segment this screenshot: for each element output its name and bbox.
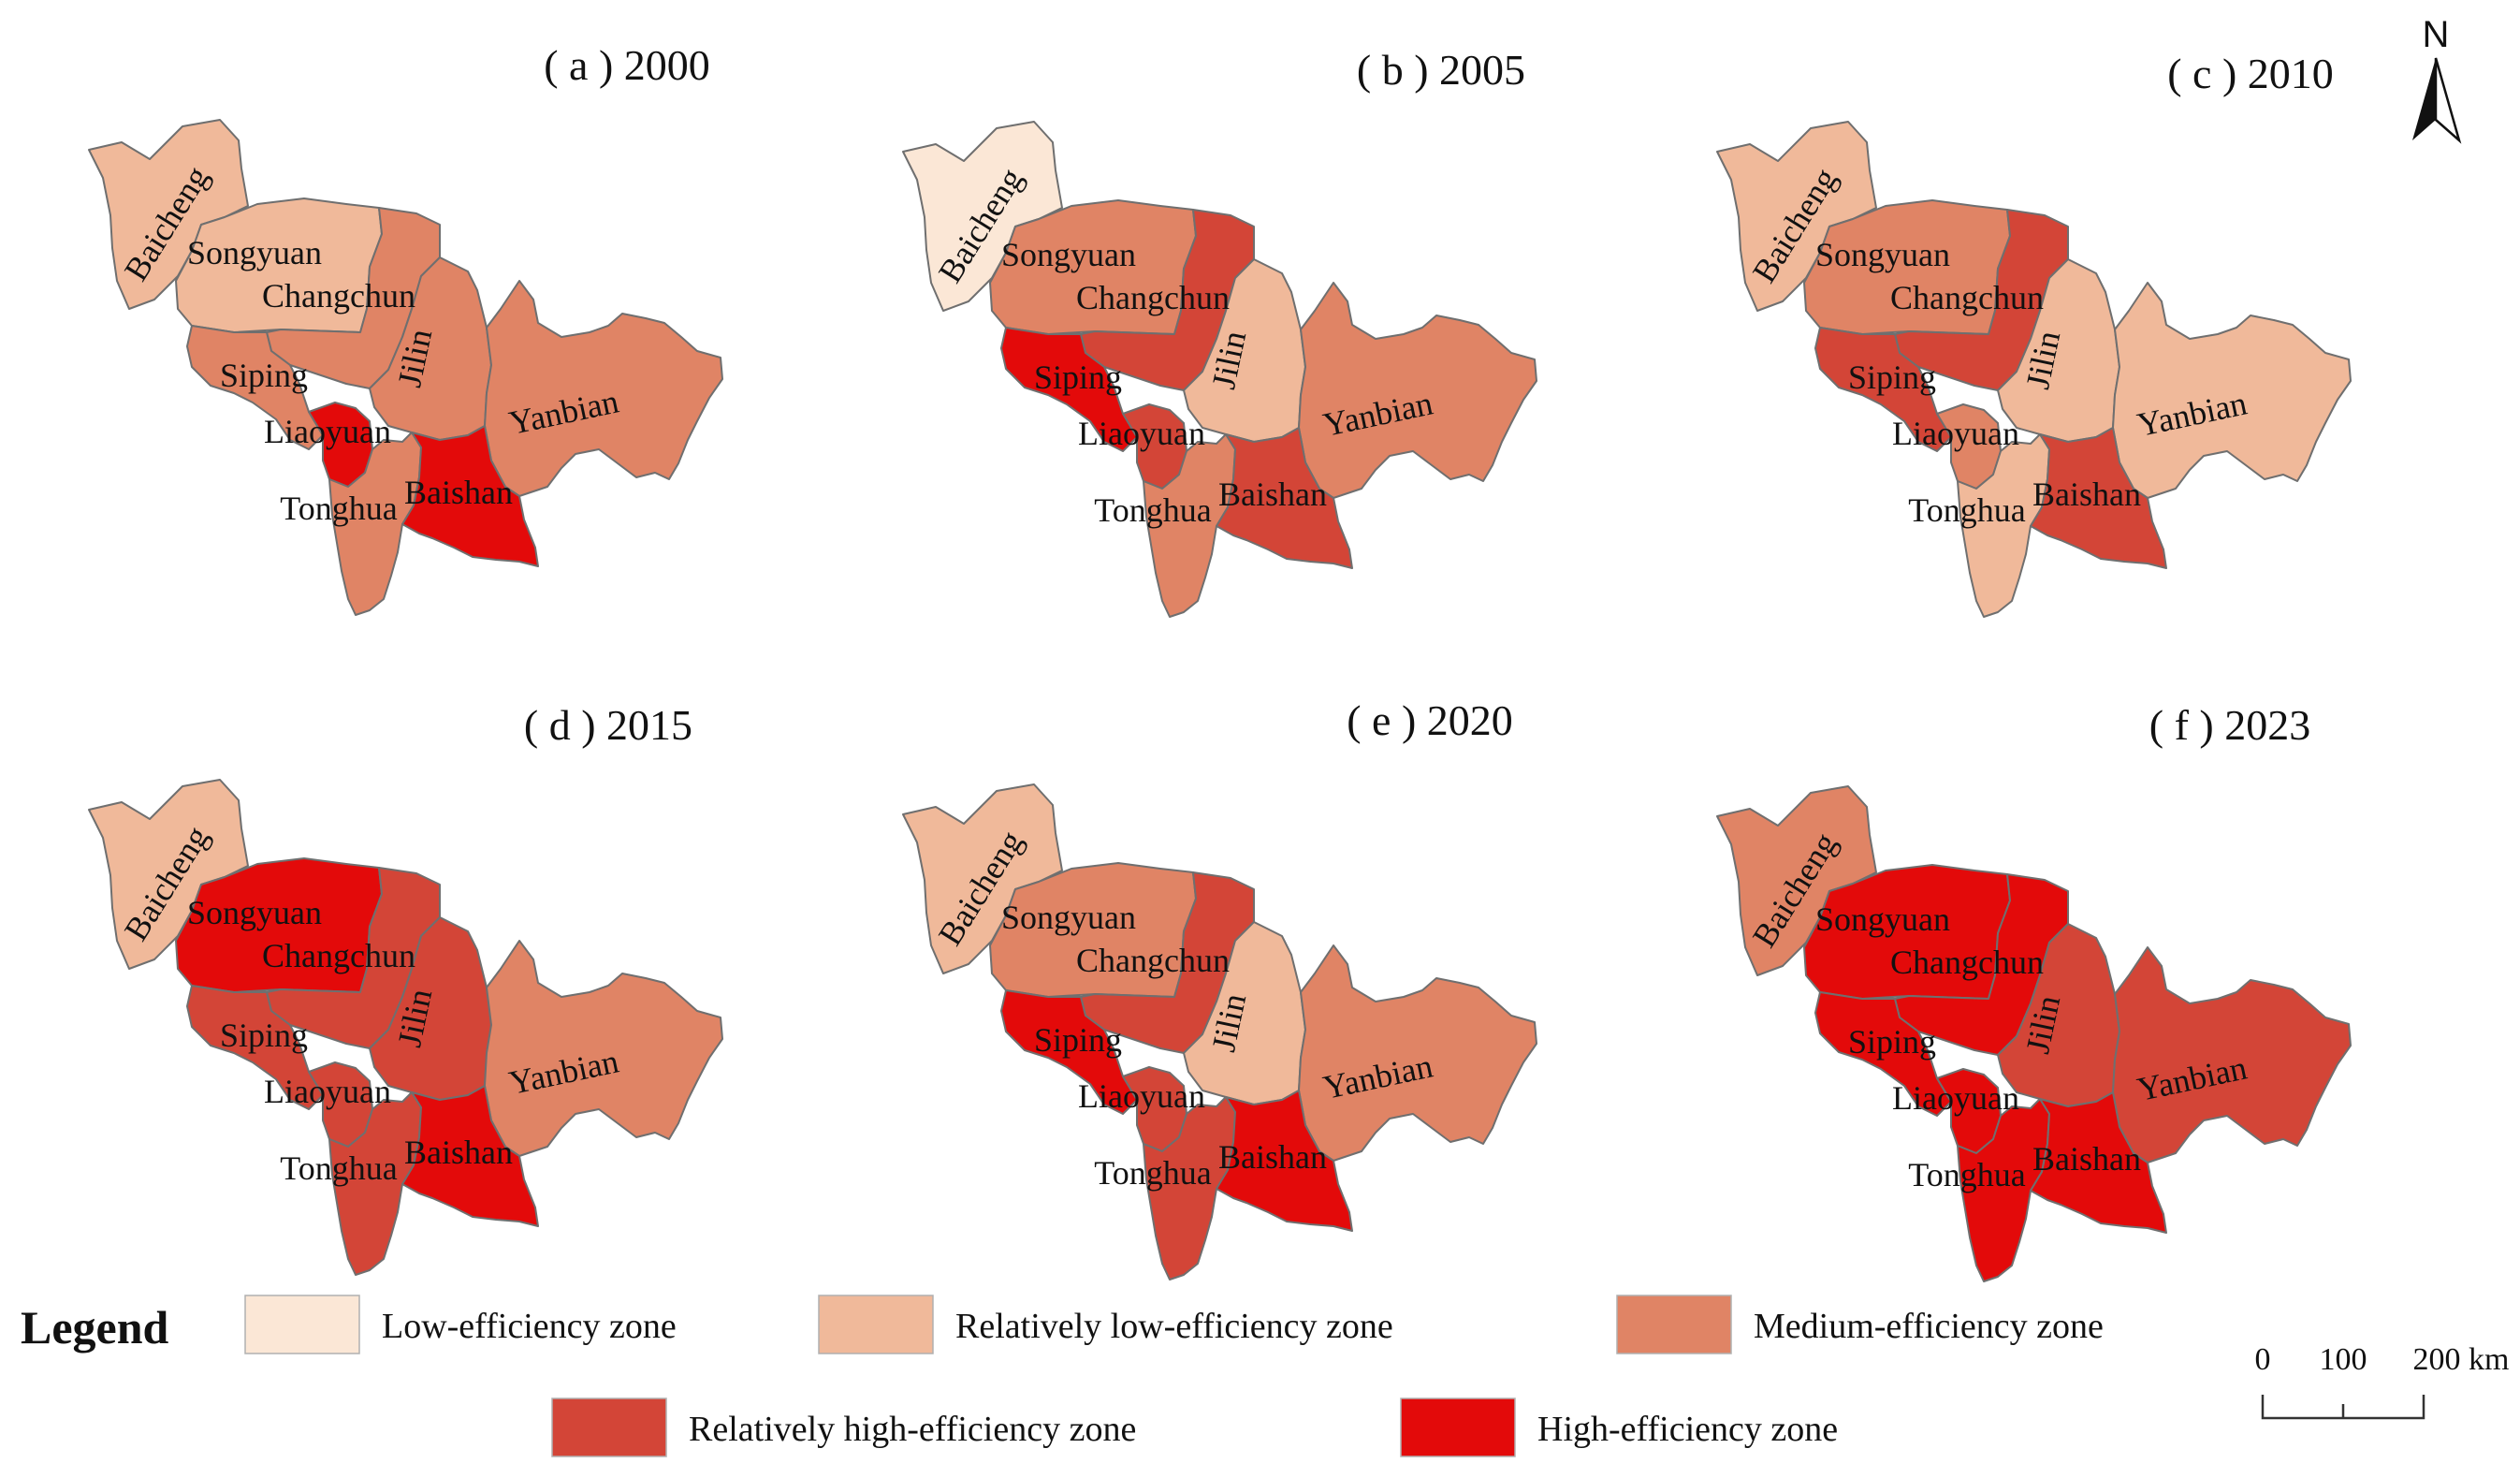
map-panel: BaichengSongyuanChangchunJilinSipingLiao… — [88, 701, 723, 1276]
region-label: Changchun — [262, 277, 415, 315]
scale-label: 100 — [2320, 1342, 2367, 1377]
region-label: Baishan — [1218, 1138, 1327, 1176]
region-yanbian — [484, 940, 723, 1157]
region-label: Baishan — [2032, 1140, 2141, 1178]
region-label: Tonghua — [280, 490, 397, 527]
map-panel: BaichengSongyuanChangchunJilinSipingLiao… — [902, 696, 1537, 1280]
region-baishan — [401, 425, 539, 567]
legend: Legend Low-efficiency zone Relatively low-… — [21, 1295, 2104, 1457]
region-yanbian — [1298, 944, 1537, 1162]
map-panel: BaichengSongyuanChangchunJilinSipingLiao… — [88, 41, 723, 616]
region-yanbian — [1298, 282, 1537, 499]
region-label: Liaoyuan — [264, 1073, 391, 1110]
region-baishan — [1216, 1090, 1353, 1232]
region-label: Siping — [220, 1017, 308, 1054]
legend-swatch — [1616, 1295, 1732, 1354]
region-label: Liaoyuan — [1078, 1077, 1205, 1115]
legend-swatch — [551, 1398, 667, 1457]
region-label: Tonghua — [1908, 491, 2025, 529]
region-baishan — [1216, 427, 1353, 569]
legend-label: Low-efficiency zone — [382, 1307, 677, 1346]
region-baishan — [401, 1085, 539, 1227]
region-label: Baishan — [404, 1134, 513, 1171]
region-label: Songyuan — [1001, 236, 1136, 273]
region-label: Tonghua — [1094, 1154, 1211, 1192]
panel-title: ( e ) 2020 — [1347, 696, 1513, 744]
scale-label: 200 km — [2413, 1342, 2510, 1377]
north-arrow-icon — [2434, 57, 2462, 144]
map-panel: BaichengSongyuanChangchunJilinSipingLiao… — [902, 46, 1537, 618]
region-label: Siping — [1034, 1021, 1122, 1059]
panel-title: ( c ) 2010 — [2167, 50, 2334, 97]
region-siping — [1000, 327, 1138, 452]
region-siping — [1814, 327, 1952, 452]
region-label: Tonghua — [1094, 491, 1211, 529]
region-label: Songyuan — [1815, 236, 1950, 273]
region-label: Songyuan — [1815, 900, 1950, 938]
map-panel: BaichengSongyuanChangchunJilinSipingLiao… — [1716, 701, 2352, 1282]
region-label: Changchun — [1076, 942, 1230, 979]
legend-swatch — [244, 1295, 360, 1354]
region-label: Siping — [220, 357, 308, 394]
legend-label: High-efficiency zone — [1537, 1410, 1838, 1449]
panel-title: ( d ) 2015 — [524, 701, 692, 749]
legend-swatch — [1400, 1398, 1516, 1457]
region-label: Changchun — [1076, 279, 1230, 316]
scale-label: 0 — [2255, 1342, 2271, 1377]
north-arrow-icon — [2412, 58, 2436, 140]
region-label: Changchun — [1890, 944, 2044, 981]
region-label: Tonghua — [280, 1149, 397, 1187]
legend-label: Relatively low-efficiency zone — [955, 1307, 1393, 1346]
region-label: Baishan — [404, 474, 513, 511]
region-label: Changchun — [1890, 279, 2044, 316]
region-label: Baishan — [1218, 476, 1327, 513]
region-yanbian — [2112, 282, 2352, 499]
region-yanbian — [484, 280, 723, 497]
region-siping — [1814, 991, 1952, 1117]
region-label: Songyuan — [1001, 899, 1136, 936]
region-baishan — [2030, 427, 2167, 569]
legend-label: Relatively high-efficiency zone — [689, 1410, 1136, 1449]
region-label: Siping — [1034, 359, 1122, 396]
map-panel: BaichengSongyuanChangchunJilinSipingLiao… — [1716, 50, 2352, 618]
region-siping — [1000, 989, 1138, 1115]
region-label: Songyuan — [187, 234, 322, 271]
region-yanbian — [2112, 946, 2352, 1163]
region-label: Liaoyuan — [1078, 415, 1205, 452]
region-label: Changchun — [262, 937, 415, 974]
region-siping — [186, 985, 324, 1110]
scale-bar-line — [2261, 1395, 2425, 1420]
north-arrow: N — [2412, 14, 2462, 144]
region-siping — [186, 325, 324, 450]
region-label: Baishan — [2032, 476, 2141, 513]
panel-title: ( f ) 2023 — [2149, 701, 2310, 749]
legend-swatch — [818, 1295, 934, 1354]
region-label: Songyuan — [187, 894, 322, 931]
region-label: Liaoyuan — [1892, 1079, 2019, 1117]
region-label: Liaoyuan — [264, 413, 391, 450]
region-label: Siping — [1848, 1023, 1936, 1061]
region-label: Siping — [1848, 359, 1936, 396]
scale-bar: 0 100 200 km — [2255, 1342, 2510, 1420]
panel-title: ( a ) 2000 — [544, 41, 710, 89]
legend-label: Medium-efficiency zone — [1754, 1307, 2104, 1346]
legend-title: Legend — [21, 1301, 169, 1354]
north-label: N — [2423, 14, 2450, 55]
region-label: Tonghua — [1908, 1156, 2025, 1193]
region-label: Liaoyuan — [1892, 415, 2019, 452]
panel-title: ( b ) 2005 — [1357, 46, 1525, 94]
region-baishan — [2030, 1091, 2167, 1234]
